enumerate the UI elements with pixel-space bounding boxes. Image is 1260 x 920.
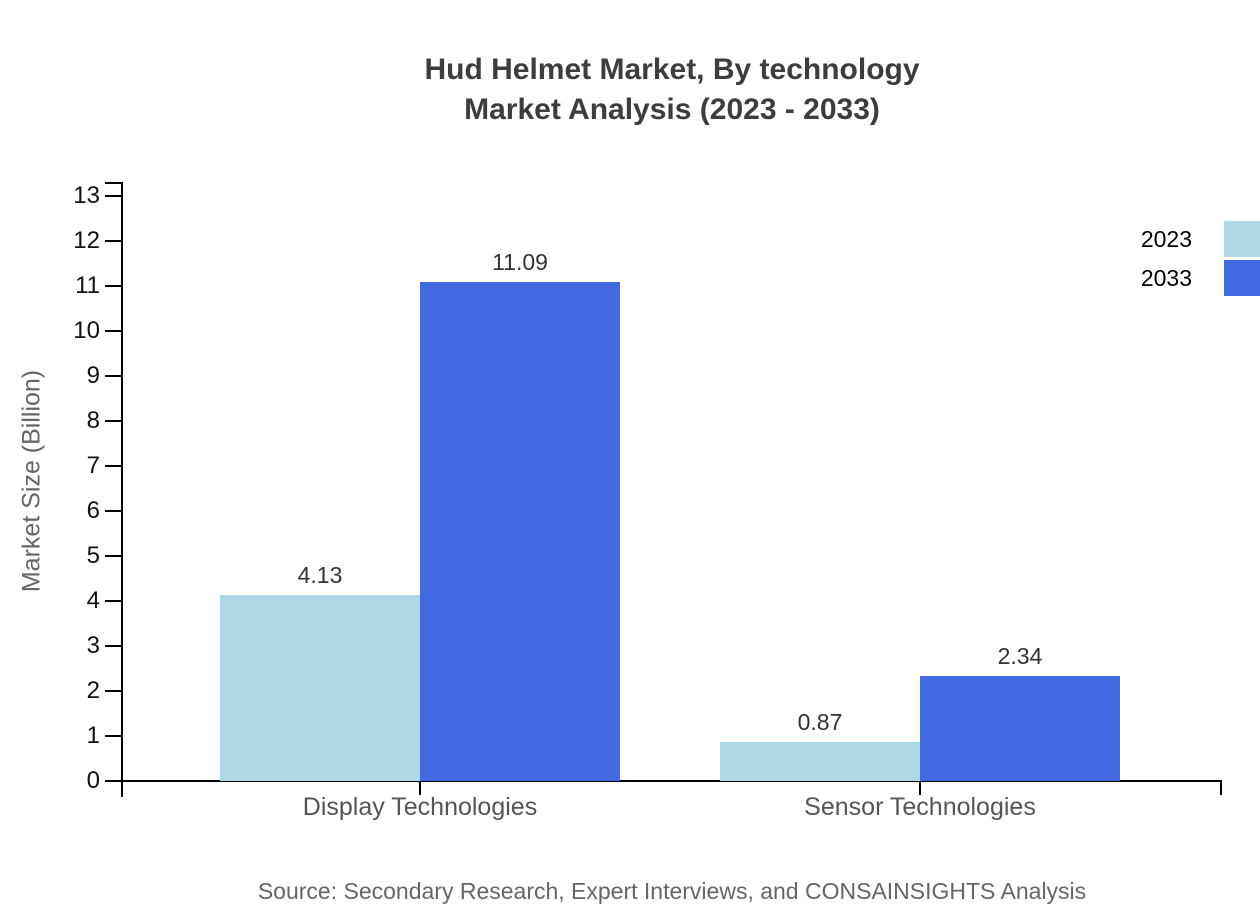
y-tick-label: 4 <box>86 587 100 614</box>
bar-2023-sensor-technologies <box>720 741 920 781</box>
y-tick-label: 9 <box>86 362 100 389</box>
legend-label: 2023 <box>1140 225 1192 252</box>
y-tick-label: 5 <box>86 542 100 569</box>
bar-2033-display-technologies <box>420 281 620 781</box>
y-tick-label: 12 <box>73 227 100 254</box>
y-tick <box>105 780 121 782</box>
x-axis-line <box>121 780 1222 782</box>
legend-swatch <box>1224 221 1260 257</box>
y-tick <box>105 285 121 287</box>
bar-2023-display-technologies <box>220 595 420 781</box>
y-tick <box>105 690 121 692</box>
bar-value-label: 0.87 <box>797 708 843 735</box>
x-category-tick <box>919 781 921 795</box>
x-axis-outer-tick <box>1220 781 1222 795</box>
x-category-label: Display Technologies <box>302 793 538 821</box>
chart-title-line1: Hud Helmet Market, By technology <box>424 53 920 86</box>
y-axis-line <box>121 182 123 797</box>
y-tick <box>105 735 121 737</box>
x-category-label: Sensor Technologies <box>804 793 1036 821</box>
y-tick <box>105 420 121 422</box>
y-tick-label: 2 <box>86 677 100 704</box>
y-tick <box>105 240 121 242</box>
y-tick <box>105 330 121 332</box>
legend-label: 2033 <box>1140 264 1192 291</box>
legend-swatch <box>1224 260 1260 296</box>
bar-value-label: 4.13 <box>297 562 343 589</box>
y-tick <box>105 555 121 557</box>
bar-value-label: 11.09 <box>492 248 548 275</box>
y-axis-outer-tick <box>105 182 121 184</box>
y-tick <box>105 510 121 512</box>
bar-2033-sensor-technologies <box>920 675 1120 781</box>
y-tick-label: 0 <box>86 767 100 794</box>
y-tick-label: 6 <box>86 497 100 524</box>
chart-title: Hud Helmet Market, By technology Market … <box>84 50 1260 130</box>
legend-item-2033: 2033 <box>1141 260 1260 296</box>
y-tick <box>105 600 121 602</box>
y-tick-label: 1 <box>86 722 100 749</box>
y-tick-label: 13 <box>73 182 100 209</box>
y-tick-label: 3 <box>86 632 100 659</box>
chart-title-line2: Market Analysis (2023 - 2033) <box>464 93 880 126</box>
y-tick <box>105 465 121 467</box>
y-tick-label: 8 <box>86 407 100 434</box>
y-tick <box>105 195 121 197</box>
y-tick-label: 11 <box>75 272 100 299</box>
bar-value-label: 2.34 <box>997 642 1043 669</box>
legend: 2023 2033 <box>1141 221 1260 299</box>
legend-item-2023: 2023 <box>1141 221 1260 257</box>
y-tick <box>105 375 121 377</box>
y-tick-label: 10 <box>73 317 100 344</box>
y-tick <box>105 645 121 647</box>
y-tick-label: 7 <box>86 452 100 479</box>
x-category-tick <box>419 781 421 795</box>
source-note: Source: Secondary Research, Expert Inter… <box>257 878 1087 904</box>
